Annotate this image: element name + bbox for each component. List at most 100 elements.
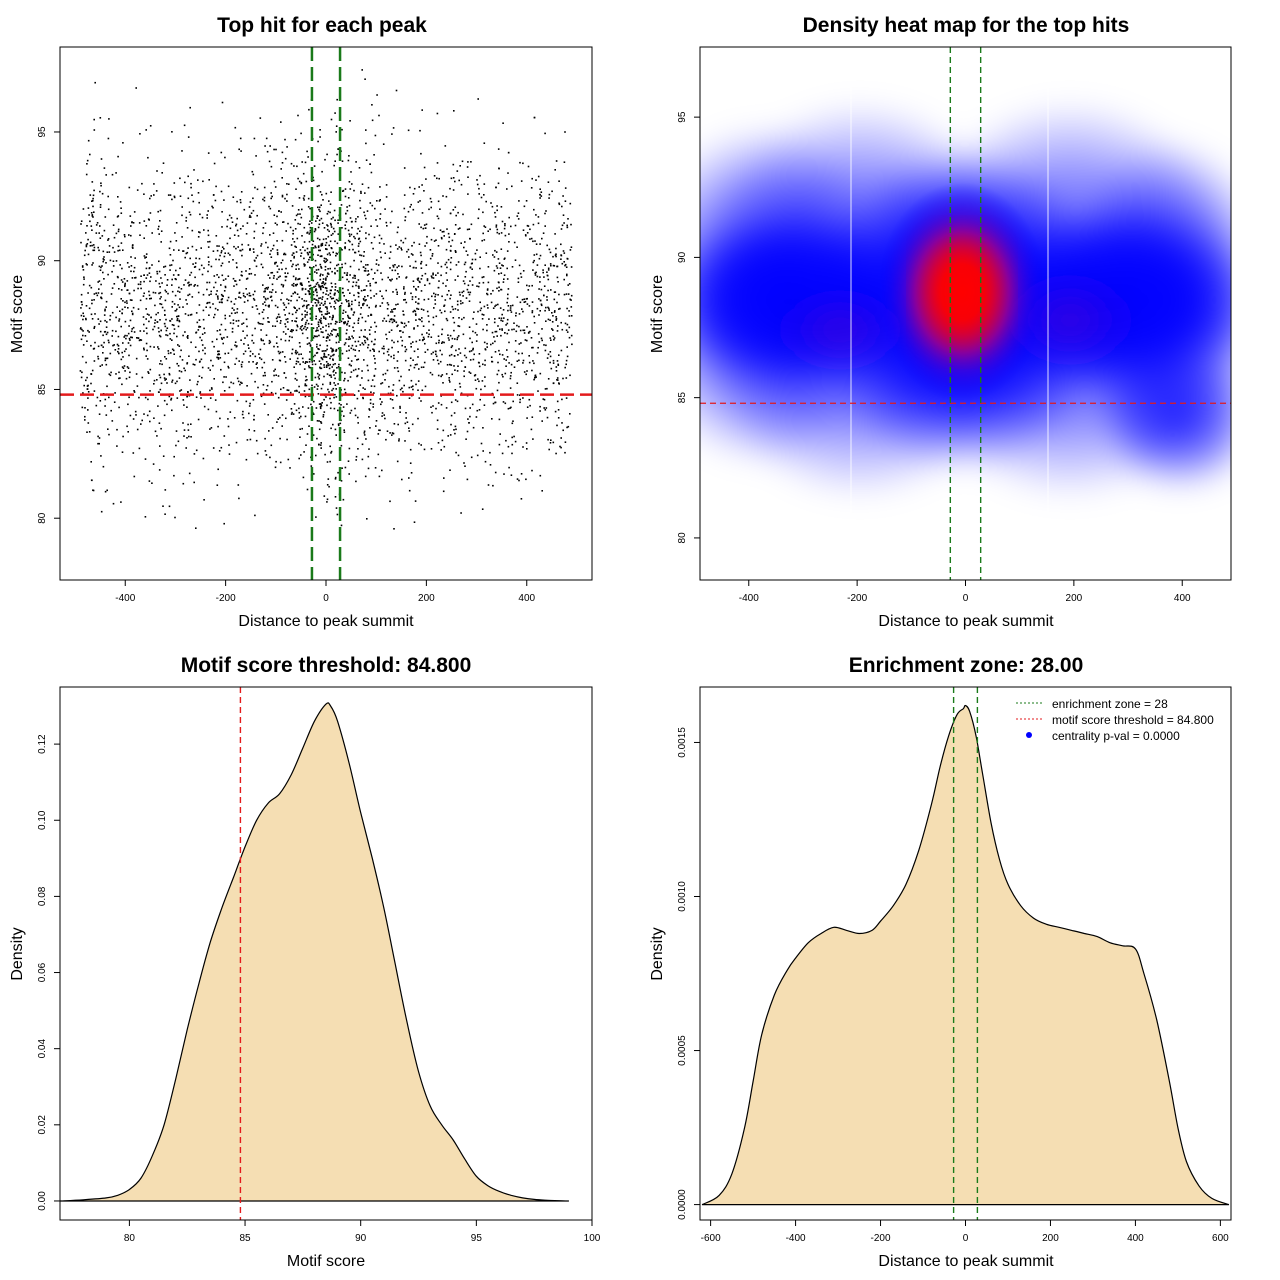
scatter-point — [546, 296, 548, 298]
scatter-point — [285, 376, 287, 379]
scatter-point — [258, 322, 260, 325]
scatter-point — [194, 284, 196, 286]
scatter-point — [273, 180, 276, 183]
scatter-point — [240, 339, 242, 341]
scatter-point — [295, 251, 298, 253]
scatter-point — [557, 417, 560, 419]
scatter-point — [284, 339, 287, 342]
scatter-point — [376, 225, 379, 227]
scatter-point — [510, 371, 512, 374]
scatter-point — [272, 244, 275, 247]
scatter-point — [348, 204, 351, 207]
scatter-point — [246, 439, 249, 441]
scatter-point — [522, 446, 524, 448]
scatter-point — [464, 347, 467, 350]
scatter-point — [532, 269, 534, 271]
scatter-point — [441, 342, 443, 344]
scatter-point — [224, 286, 227, 289]
scatter-point — [108, 251, 111, 253]
scatter-point — [421, 212, 424, 214]
scatter-point — [323, 352, 326, 355]
scatter-point — [187, 136, 190, 138]
scatter-point — [335, 388, 337, 390]
scatter-point — [101, 235, 104, 237]
scatter-point — [144, 257, 146, 259]
scatter-point — [299, 363, 301, 366]
scatter-point — [453, 365, 455, 367]
scatter-point — [421, 109, 423, 111]
scatter-point — [564, 131, 566, 133]
scatter-point — [314, 363, 317, 366]
scatter-point — [435, 342, 438, 345]
scatter-point — [215, 185, 217, 188]
scatter-point — [235, 357, 238, 360]
scatter-point — [468, 293, 471, 296]
scatter-point — [363, 251, 365, 253]
scatter-point — [522, 397, 524, 399]
scatter-point — [143, 255, 146, 257]
scatter-point — [539, 310, 541, 312]
score-density-x-label: Motif score — [287, 1253, 365, 1270]
y-tick-label: 0.06 — [37, 962, 48, 982]
scatter-point — [98, 249, 100, 252]
scatter-point — [377, 433, 380, 435]
scatter-point — [543, 407, 545, 409]
scatter-point — [556, 276, 559, 279]
scatter-point — [149, 420, 151, 423]
scatter-point — [458, 317, 460, 319]
scatter-point — [555, 253, 557, 255]
scatter-point — [286, 389, 289, 391]
scatter-point — [266, 288, 269, 290]
scatter-point — [93, 325, 96, 328]
scatter-point — [292, 238, 294, 240]
scatter-point — [83, 384, 85, 387]
scatter-point — [317, 245, 320, 247]
scatter-point — [527, 165, 530, 168]
scatter-point — [270, 249, 272, 252]
scatter-point — [281, 351, 284, 353]
scatter-point — [208, 294, 210, 296]
scatter-point — [319, 328, 322, 330]
scatter-point — [200, 264, 203, 267]
scatter-point — [306, 337, 309, 339]
scatter-point — [188, 293, 191, 296]
scatter-point — [85, 245, 88, 248]
scatter-point — [351, 243, 354, 246]
scatter-title: Top hit for each peak — [217, 14, 427, 37]
scatter-point — [297, 209, 300, 211]
scatter-point — [190, 271, 193, 274]
scatter-point — [313, 230, 316, 233]
scatter-point — [97, 281, 99, 283]
scatter-point — [432, 323, 435, 326]
scatter-point — [104, 398, 107, 401]
scatter-point — [230, 300, 233, 303]
scatter-point — [256, 254, 259, 257]
scatter-point — [312, 413, 315, 415]
scatter-point — [282, 331, 285, 333]
scatter-point — [269, 253, 271, 255]
scatter-point — [539, 474, 542, 477]
scatter-point — [356, 437, 359, 440]
scatter-point — [291, 352, 293, 355]
scatter-point — [504, 332, 506, 334]
scatter-point — [316, 420, 319, 422]
scatter-point — [518, 325, 520, 328]
scatter-point — [407, 248, 410, 251]
scatter-point — [370, 171, 373, 174]
scatter-point — [214, 307, 217, 310]
scatter-point — [333, 164, 335, 167]
scatter-point — [299, 223, 301, 225]
scatter-point — [143, 347, 145, 350]
scatter-point — [287, 328, 289, 330]
scatter-point — [364, 320, 367, 323]
scatter-point — [171, 381, 173, 383]
scatter-point — [230, 348, 233, 351]
scatter-point — [566, 355, 569, 358]
scatter-point — [318, 374, 321, 376]
scatter-point — [117, 345, 120, 347]
scatter-point — [106, 489, 108, 492]
scatter-point — [347, 338, 350, 341]
scatter-point — [450, 401, 453, 404]
scatter-point — [326, 461, 329, 463]
scatter-point — [262, 303, 264, 305]
